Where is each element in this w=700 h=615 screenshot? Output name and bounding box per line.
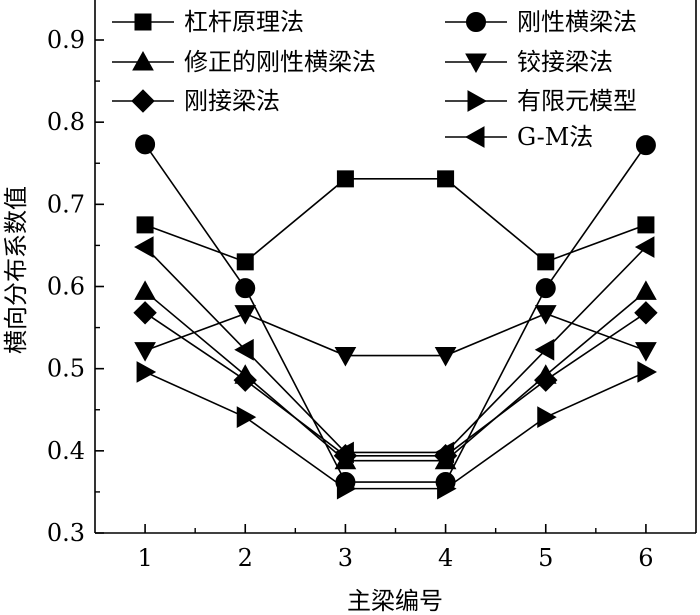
series-line [144, 178, 647, 263]
legend-label: 修正的刚性横梁法 [184, 48, 376, 76]
legend-label: 刚性横梁法 [517, 8, 637, 36]
data-point [136, 216, 154, 234]
data-point [434, 441, 455, 464]
legend-item: 修正的刚性横梁法 [112, 48, 376, 76]
legend-label: G-M法 [517, 123, 593, 151]
legend-marker [467, 90, 488, 112]
y-tick-label: 0.9 [47, 26, 85, 54]
legend-marker [131, 89, 155, 113]
legend-label: 杠杆原理法 [184, 8, 304, 36]
data-point [634, 236, 655, 258]
data-point [635, 135, 656, 156]
series-line [144, 246, 647, 454]
data-point [635, 342, 657, 362]
legend-marker [132, 50, 154, 71]
x-tick-label: 6 [638, 544, 653, 572]
series-line [144, 371, 647, 490]
x-tick-label: 4 [438, 544, 453, 572]
legend-marker [466, 12, 486, 32]
series-3 [134, 305, 657, 367]
series-line [144, 290, 647, 462]
data-point [234, 338, 254, 361]
data-point [133, 301, 157, 325]
y-axis-title: 横向分布系数值 [2, 186, 30, 354]
data-point [135, 134, 156, 155]
data-point [437, 170, 455, 188]
series-5 [136, 361, 657, 500]
data-point [134, 342, 156, 362]
legend-item: 有限元模型 [445, 87, 637, 115]
data-point [637, 216, 655, 234]
y-tick-label: 0.3 [47, 519, 85, 547]
x-tick-label: 1 [137, 544, 152, 572]
legend-marker [465, 53, 487, 74]
data-point [434, 347, 457, 367]
data-point [634, 301, 658, 325]
data-point [534, 338, 555, 361]
series-1 [135, 134, 656, 493]
data-point [236, 406, 257, 428]
data-point [134, 280, 156, 300]
x-tick-label: 3 [338, 544, 353, 572]
data-point [535, 278, 556, 299]
y-tick-label: 0.5 [47, 355, 85, 383]
data-point [537, 406, 557, 428]
x-axis-title: 主梁编号 [347, 587, 443, 615]
data-point [635, 280, 657, 300]
series-line [144, 143, 647, 483]
data-point [336, 170, 354, 188]
data-point [334, 441, 354, 464]
legend-label: 有限元模型 [517, 87, 637, 115]
series-layer [133, 134, 658, 500]
data-point [134, 236, 154, 258]
data-point [234, 305, 257, 325]
data-point [534, 368, 558, 392]
y-tick-label: 0.6 [47, 273, 85, 301]
legend-label: 刚接梁法 [184, 87, 280, 115]
data-point [437, 477, 457, 500]
legend-label: 铰接梁法 [517, 48, 613, 76]
legend-item: 刚接梁法 [112, 87, 280, 115]
data-point [637, 361, 657, 383]
legend-marker [464, 126, 485, 148]
data-point [236, 253, 254, 271]
y-tick-label: 0.4 [47, 437, 85, 465]
data-point [537, 253, 555, 271]
series-line [144, 312, 647, 357]
data-point [235, 278, 256, 299]
x-tick-label: 2 [238, 544, 253, 572]
data-point [233, 368, 257, 392]
data-point [334, 347, 357, 367]
series-2 [134, 280, 657, 470]
data-point [336, 477, 357, 500]
data-point [534, 305, 557, 325]
series-line [144, 312, 647, 457]
data-point [136, 361, 157, 383]
legend-item: G-M法 [445, 123, 593, 151]
y-tick-label: 0.8 [47, 108, 85, 136]
series-6 [134, 236, 655, 464]
legend-item: 铰接梁法 [445, 48, 613, 76]
axes: 0.3 0.4 0.5 0.6 0.7 0.8 0.9 1 2 3 4 5 6 [47, 0, 697, 572]
legend-item: 刚性横梁法 [445, 8, 637, 36]
y-tick-label: 0.7 [47, 190, 85, 218]
legend-marker [134, 13, 152, 31]
series-0 [136, 170, 655, 271]
legend-item: 杠杆原理法 [112, 8, 304, 36]
x-tick-label: 5 [538, 544, 553, 572]
